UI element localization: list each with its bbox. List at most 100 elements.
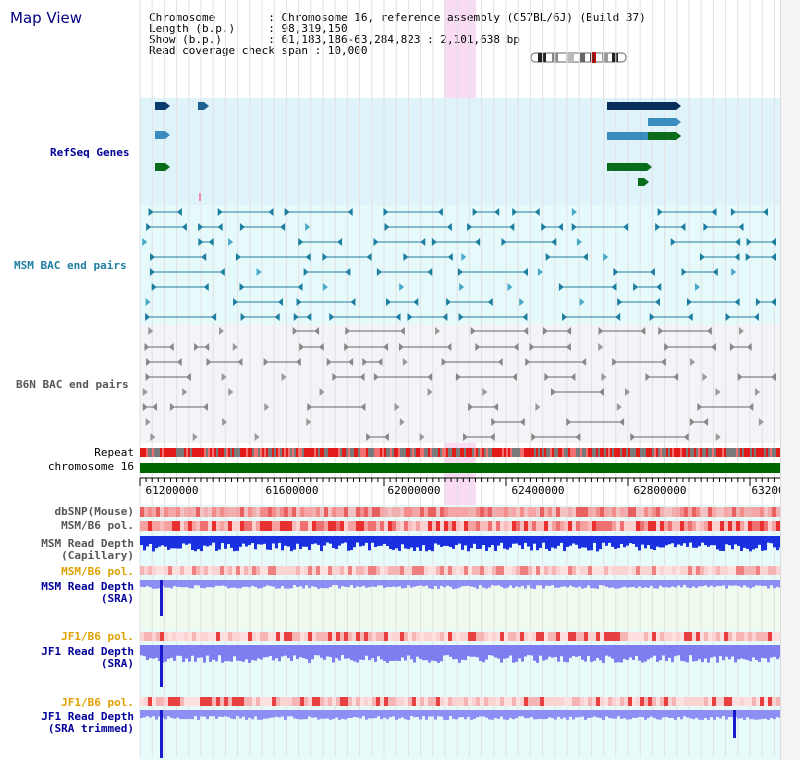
depth-bar	[347, 710, 350, 719]
bac-end-marker	[771, 373, 776, 381]
depth-bar	[269, 536, 272, 550]
depth-bar	[686, 580, 689, 588]
repeat-stripe	[494, 448, 496, 457]
depth-bar	[509, 645, 512, 656]
heat-cell	[308, 632, 312, 641]
repeat-stripe	[298, 448, 300, 457]
heat-cell	[484, 632, 488, 641]
heat-cell	[600, 521, 604, 531]
gene-arrow	[165, 163, 170, 171]
msm-bac-track-area[interactable]	[140, 205, 780, 325]
heat-cell	[356, 632, 360, 641]
repeat-stripe	[550, 448, 552, 457]
repeat-stripe	[352, 448, 354, 457]
depth-bar	[284, 580, 287, 589]
depth-bar	[551, 580, 554, 586]
heat-cell	[568, 521, 572, 531]
heat-cell	[576, 632, 580, 641]
repeat-stripe	[334, 448, 336, 457]
depth-bar	[515, 710, 518, 719]
heat-cell	[404, 697, 408, 706]
depth-bar	[344, 536, 347, 543]
depth-bar	[323, 645, 326, 660]
jf1-depth-trim-label: JF1 Read Depth	[41, 710, 134, 723]
bac-end-marker	[297, 283, 303, 291]
heat-cell	[664, 521, 668, 531]
depth-bar	[482, 536, 485, 546]
gene-feature	[607, 102, 676, 110]
refseq-track-area[interactable]	[140, 98, 780, 205]
heat-cell	[736, 632, 740, 641]
heat-cell	[480, 632, 484, 641]
heat-cell	[600, 697, 604, 706]
depth-bar	[767, 536, 770, 543]
heat-cell	[228, 632, 232, 641]
heat-cell	[216, 521, 220, 531]
heat-cell	[168, 632, 172, 641]
heat-cell	[424, 566, 428, 575]
depth-bar	[563, 580, 566, 587]
depth-bar	[227, 710, 230, 718]
depth-bar	[191, 645, 194, 656]
depth-bar	[386, 710, 389, 720]
b6n-bac-track-area[interactable]	[140, 325, 780, 443]
heat-cell	[392, 632, 396, 641]
bac-end-marker	[376, 268, 382, 276]
heat-cell	[776, 632, 780, 641]
depth-bar	[218, 645, 221, 656]
depth-bar	[626, 645, 629, 660]
bac-end-marker	[523, 327, 529, 335]
repeat-stripe	[344, 448, 346, 457]
repeat-stripe	[628, 448, 630, 457]
bac-end-marker	[562, 313, 568, 321]
heat-cell	[692, 697, 696, 706]
depth-bar	[449, 645, 452, 657]
heat-cell	[140, 521, 144, 531]
depth-bar	[575, 536, 578, 545]
repeat-stripe	[188, 448, 190, 457]
bac-end-marker	[683, 433, 689, 441]
repeat-stripe	[500, 448, 502, 457]
depth-bar	[494, 645, 497, 658]
depth-bar	[758, 536, 761, 545]
repeat-stripe	[224, 448, 226, 457]
scroll-margin	[780, 0, 800, 760]
repeat-stripe	[608, 448, 610, 457]
heat-cell	[604, 521, 608, 531]
depth-bar	[683, 645, 686, 662]
repeat-stripe	[274, 448, 276, 457]
depth-bar	[425, 580, 428, 586]
depth-bar	[401, 536, 404, 545]
depth-bar	[518, 645, 521, 659]
heat-cell	[380, 507, 384, 517]
depth-bar	[452, 710, 455, 719]
repeat-stripe	[576, 448, 578, 457]
bac-end-marker	[446, 298, 452, 306]
heat-cell	[464, 566, 468, 575]
heat-cell	[452, 697, 456, 706]
heat-cell	[596, 632, 600, 641]
bac-end-marker	[233, 298, 239, 306]
heat-cell	[584, 521, 588, 531]
depth-bar	[149, 580, 152, 588]
depth-bar	[617, 536, 620, 549]
depth-bar	[254, 536, 257, 550]
depth-bar	[704, 580, 707, 586]
heat-cell	[712, 521, 716, 531]
heat-cell	[420, 697, 424, 706]
heat-cell	[740, 632, 744, 641]
repeat-stripe	[736, 448, 738, 457]
repeat-stripe	[270, 448, 272, 457]
depth-bar	[545, 536, 548, 550]
repeat-stripe	[720, 448, 722, 457]
heat-cell	[404, 521, 408, 531]
depth-bar	[491, 710, 494, 720]
depth-bar	[278, 710, 281, 718]
depth-bar	[350, 710, 353, 718]
depth-bar	[485, 645, 488, 660]
jf1-depth-sra-sub: (SRA)	[100, 657, 134, 670]
heat-cell	[288, 521, 292, 531]
bac-end-marker	[598, 327, 604, 335]
repeat-stripe	[564, 448, 566, 457]
